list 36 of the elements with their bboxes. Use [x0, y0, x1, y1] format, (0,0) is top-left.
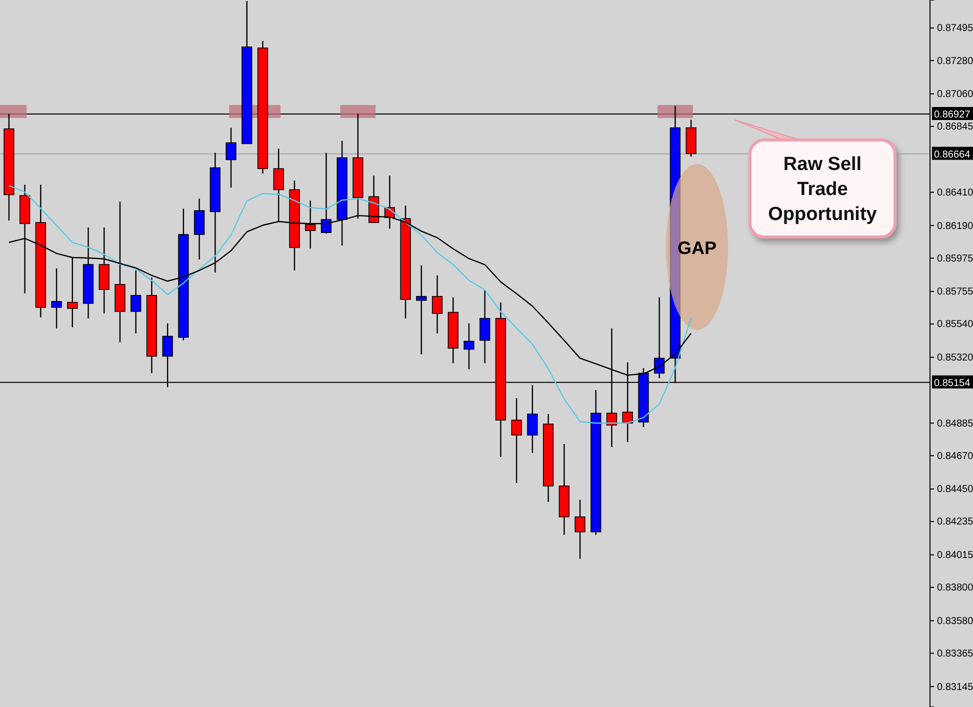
candlestick [480, 290, 490, 364]
y-tick-label: 0.83580 [937, 616, 973, 627]
y-tick-label: 0.87495 [937, 23, 973, 34]
candlestick [432, 274, 443, 334]
candlestick [51, 268, 62, 329]
candlestick [511, 398, 522, 484]
y-tick-label: 0.85975 [937, 253, 973, 264]
y-tick-label: 0.83365 [937, 648, 973, 660]
candlestick [67, 256, 78, 328]
candlestick [527, 384, 538, 454]
candlestick [130, 270, 142, 334]
candlestick [416, 264, 427, 355]
y-tick-label: 0.85755 [937, 286, 973, 298]
y-tick-label: 0.83145 [937, 682, 973, 693]
y-tick-label: 0.85320 [937, 352, 973, 364]
text: Raw Sell Trade Opportunity [768, 154, 878, 225]
y-tick-label: 0.86410 [937, 187, 973, 198]
y-tick-label: 0.84015 [937, 550, 973, 562]
candlestick [574, 499, 586, 560]
y-tick-label: 0.87060 [937, 89, 973, 100]
candlestick [226, 127, 236, 188]
y-tick-label: 0.86190 [937, 220, 973, 232]
y-tick-label: 0.87280 [937, 56, 973, 67]
y-tick-label: 0.84670 [937, 450, 973, 462]
y-tick-label: 0.84885 [937, 418, 973, 430]
candlestick [194, 198, 205, 260]
ref-line-label: 0.86927 [934, 110, 971, 120]
candlestick [464, 322, 474, 370]
y-tick-label: 0.84235 [937, 516, 973, 528]
y-tick-label: 0.83800 [937, 582, 973, 594]
ref-line-label: 0.86664 [934, 149, 971, 160]
y-tick-label: 0.85540 [937, 319, 973, 330]
y-tick-label: 0.84450 [937, 484, 973, 496]
y-tick-label: 0.86845 [937, 122, 973, 133]
ref-line-label: 0.85154 [934, 378, 971, 389]
annotation: GAP [678, 238, 717, 258]
